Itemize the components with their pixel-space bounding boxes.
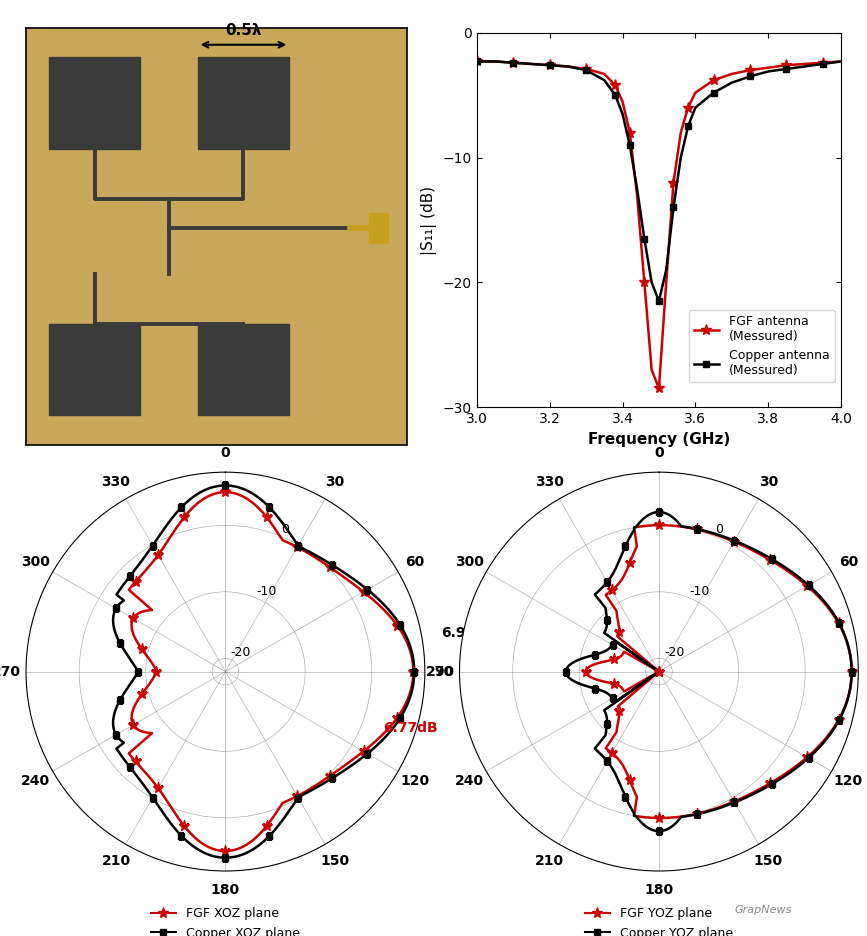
Copper antenna
(Messured) (544, 60, 555, 71)
FGF antenna
(Messured) (763, 62, 773, 73)
FGF antenna
(Messured) (727, 68, 737, 80)
Text: 0.5λ: 0.5λ (225, 23, 262, 38)
FGF antenna
(Messured) (690, 87, 701, 98)
Legend: FGF XOZ plane, Copper XOZ plane: FGF XOZ plane, Copper XOZ plane (146, 902, 305, 936)
Text: 6.77dB: 6.77dB (382, 722, 437, 736)
Text: (A): (A) (200, 519, 233, 538)
Bar (198, 57, 290, 149)
FGF antenna
(Messured) (708, 75, 719, 86)
Line: Copper antenna
(Messured): Copper antenna (Messured) (473, 58, 844, 304)
Bar (49, 324, 140, 416)
Legend: FGF antenna
(Messured), Copper antenna
(Messured): FGF antenna (Messured), Copper antenna (… (689, 310, 835, 382)
FGF antenna
(Messured) (472, 56, 482, 67)
Bar (198, 324, 290, 416)
FGF antenna
(Messured) (544, 60, 555, 71)
Copper antenna
(Messured) (624, 139, 635, 151)
Copper antenna
(Messured) (690, 102, 701, 113)
FGF antenna
(Messured) (799, 58, 810, 69)
Copper antenna
(Messured) (490, 56, 500, 67)
Copper antenna
(Messured) (781, 64, 792, 75)
FGF antenna
(Messured) (581, 64, 591, 75)
Copper antenna
(Messured) (526, 58, 537, 69)
Copper antenna
(Messured) (654, 296, 664, 307)
Copper antenna
(Messured) (632, 183, 642, 195)
Copper antenna
(Messured) (639, 233, 649, 244)
FGF antenna
(Messured) (624, 127, 635, 139)
Copper antenna
(Messured) (818, 58, 828, 69)
Copper antenna
(Messured) (617, 109, 628, 120)
FGF antenna
(Messured) (610, 80, 621, 91)
Copper antenna
(Messured) (836, 56, 846, 67)
FGF antenna
(Messured) (508, 57, 518, 68)
Text: GrapNews: GrapNews (734, 904, 792, 914)
Copper antenna
(Messured) (668, 202, 679, 213)
FGF antenna
(Messured) (639, 277, 649, 288)
Y-axis label: |S₁₁| (dB): |S₁₁| (dB) (421, 185, 437, 255)
FGF antenna
(Messured) (599, 68, 610, 80)
Copper antenna
(Messured) (745, 71, 755, 82)
Copper antenna
(Messured) (661, 264, 671, 275)
Text: 6.91dB: 6.91dB (441, 626, 496, 640)
FGF antenna
(Messured) (632, 189, 642, 200)
FGF antenna
(Messured) (836, 56, 846, 67)
Copper antenna
(Messured) (508, 57, 518, 68)
Copper antenna
(Messured) (799, 61, 810, 72)
Bar (49, 57, 140, 149)
Bar (369, 213, 388, 242)
FGF antenna
(Messured) (526, 58, 537, 69)
FGF antenna
(Messured) (617, 95, 628, 107)
FGF antenna
(Messured) (781, 60, 792, 71)
FGF antenna
(Messured) (647, 364, 657, 375)
Text: (B): (B) (642, 490, 675, 508)
FGF antenna
(Messured) (654, 383, 664, 394)
Copper antenna
(Messured) (472, 56, 482, 67)
Copper antenna
(Messured) (708, 87, 719, 98)
Line: FGF antenna
(Messured): FGF antenna (Messured) (472, 56, 846, 394)
Copper antenna
(Messured) (763, 66, 773, 77)
Copper antenna
(Messured) (599, 75, 610, 86)
FGF antenna
(Messured) (745, 65, 755, 76)
Copper antenna
(Messured) (647, 277, 657, 288)
Legend: FGF YOZ plane, Copper YOZ plane: FGF YOZ plane, Copper YOZ plane (580, 902, 738, 936)
Copper antenna
(Messured) (610, 90, 621, 101)
FGF antenna
(Messured) (661, 277, 671, 288)
Copper antenna
(Messured) (675, 152, 686, 163)
FGF antenna
(Messured) (818, 57, 828, 68)
Copper antenna
(Messured) (727, 77, 737, 88)
Copper antenna
(Messured) (563, 61, 573, 72)
Copper antenna
(Messured) (581, 65, 591, 76)
Text: 1.3λ: 1.3λ (199, 482, 235, 497)
FGF antenna
(Messured) (668, 177, 679, 188)
FGF antenna
(Messured) (490, 56, 500, 67)
X-axis label: Frequency (GHz): Frequency (GHz) (588, 431, 730, 446)
FGF antenna
(Messured) (563, 61, 573, 72)
Copper antenna
(Messured) (683, 121, 694, 132)
FGF antenna
(Messured) (675, 127, 686, 139)
FGF antenna
(Messured) (683, 102, 694, 113)
